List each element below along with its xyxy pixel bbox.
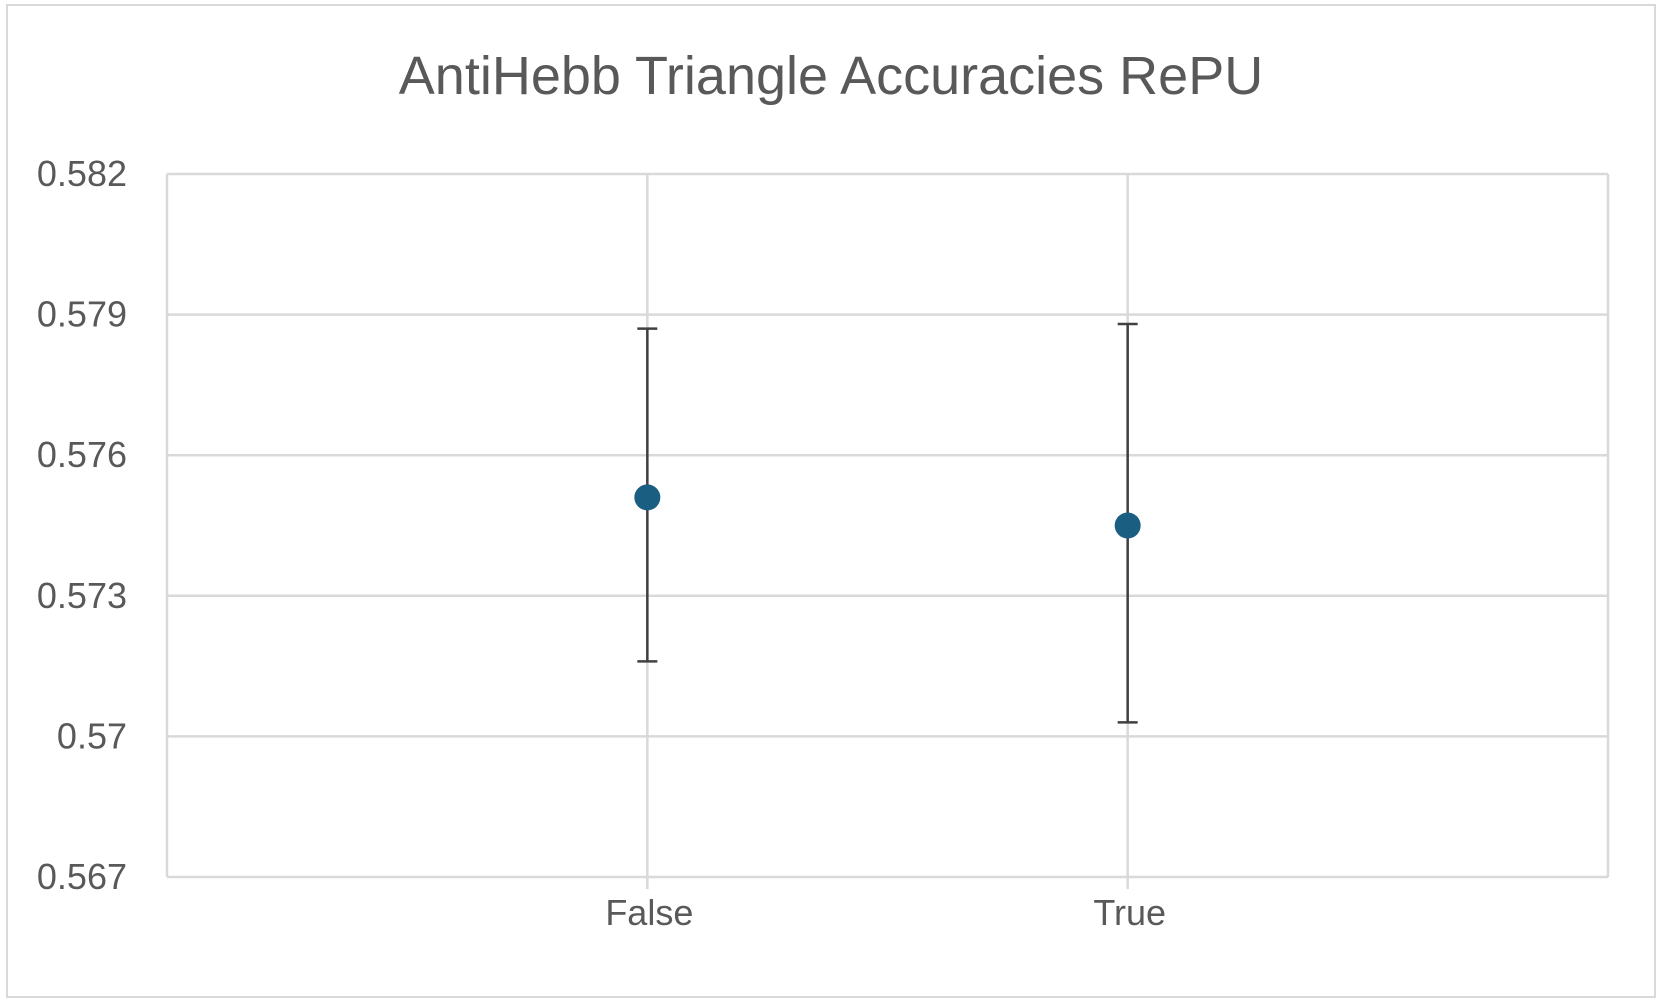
chart-title: AntiHebb Triangle Accuracies RePU [399, 46, 1263, 106]
y-tick-label: 0.573 [37, 575, 127, 616]
y-tick-label: 0.57 [57, 715, 127, 756]
x-tick-label: True [1093, 892, 1166, 933]
data-points [634, 484, 1141, 539]
y-axis-tick-labels: 0.567 0.57 0.573 0.576 0.579 0.582 [37, 153, 127, 897]
y-tick-label: 0.579 [37, 294, 127, 335]
x-tick-label: False [605, 892, 693, 933]
error-bars [637, 322, 1138, 724]
data-point [634, 484, 661, 511]
y-tick-label: 0.582 [37, 153, 127, 194]
grid-lines [165, 172, 1610, 889]
y-tick-label: 0.576 [37, 434, 127, 475]
chart-frame [6, 4, 1656, 998]
data-point [1114, 512, 1141, 539]
y-tick-label: 0.567 [37, 856, 127, 897]
x-axis-tick-labels: False True [605, 892, 1166, 933]
